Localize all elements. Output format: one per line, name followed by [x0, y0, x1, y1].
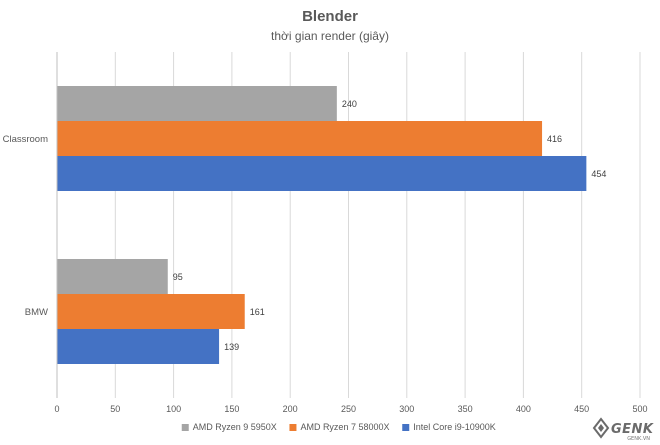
bar: [57, 329, 220, 364]
watermark: GENK GENK.VN: [592, 417, 654, 442]
x-tick-label: 250: [341, 404, 356, 414]
legend-label: AMD Ryzen 7 58000X: [300, 422, 389, 432]
axes: 0 50 100 150 200 250 300 350 400 450 500 Classroom B…: [3, 52, 648, 414]
x-tick-label: 500: [632, 404, 647, 414]
x-tick-label: 0: [54, 404, 59, 414]
data-label: 240: [342, 99, 357, 109]
data-label: 161: [250, 307, 265, 317]
x-tick-label: 50: [110, 404, 120, 414]
legend-label: Intel Core i9-10900K: [413, 422, 496, 432]
bar: [57, 156, 587, 191]
data-label: 139: [224, 342, 239, 352]
x-tick-label: 200: [283, 404, 298, 414]
x-tick-label: 100: [166, 404, 181, 414]
category-label: BMW: [25, 307, 48, 318]
chart-subtitle: thời gian render (giây): [271, 29, 389, 43]
bar: [57, 294, 245, 329]
legend-label: AMD Ryzen 9 5950X: [193, 422, 277, 432]
legend-swatch: [402, 424, 410, 431]
data-label: 454: [591, 169, 606, 179]
x-tick-label: 350: [458, 404, 473, 414]
legend-swatch: [289, 424, 297, 431]
x-tick-label: 300: [399, 404, 414, 414]
bars: [57, 86, 587, 364]
data-label: 95: [173, 272, 183, 282]
legend: AMD Ryzen 9 5950X AMD Ryzen 7 58000X Intel…: [181, 422, 496, 432]
category-label: Classroom: [3, 134, 48, 145]
x-tick-label: 150: [224, 404, 239, 414]
chart-title: Blender: [302, 8, 358, 25]
bar: [57, 121, 543, 156]
x-tick-label: 400: [516, 404, 531, 414]
legend-swatch: [181, 424, 189, 431]
watermark-sub: GENK.VN: [627, 436, 650, 442]
watermark-text: GENK: [611, 422, 654, 437]
bar: [57, 259, 168, 294]
data-label: 416: [547, 134, 562, 144]
x-tick-label: 450: [574, 404, 589, 414]
bar: [57, 86, 337, 121]
genk-logo-icon: [592, 417, 610, 439]
data-labels: 240 416 454 95 161 139: [173, 99, 607, 352]
